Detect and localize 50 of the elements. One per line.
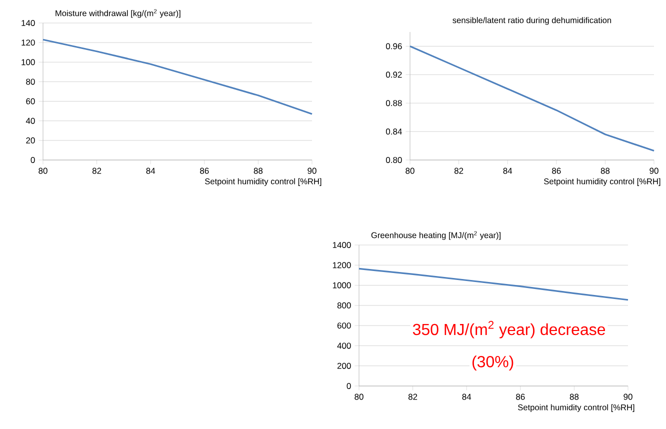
y-tick-label: 0.88	[386, 100, 402, 106]
x-axis-title: Setpoint humidity control [%RH]	[544, 178, 660, 186]
y-tick-label: 120	[22, 40, 35, 46]
x-axis-title: Setpoint humidity control [%RH]	[518, 404, 634, 412]
x-tick-label: 84	[462, 394, 472, 400]
y-tick-label: 1000	[332, 282, 351, 288]
x-tick-label: 82	[92, 168, 102, 174]
y-tick-label: 1400	[332, 242, 351, 248]
annotation: (30%)	[472, 356, 514, 370]
x-tick-label: 90	[624, 394, 632, 400]
x-tick-label: 88	[254, 168, 263, 174]
y-tick-label: 100	[22, 59, 35, 66]
y-tick-label: 0.96	[386, 43, 402, 50]
y-tick-label: 0.84	[386, 128, 402, 135]
x-tick-label: 84	[503, 168, 512, 174]
x-axis-title: Setpoint humidity control [%RH]	[205, 178, 322, 186]
x-tick-label: 82	[408, 394, 418, 400]
y-tick-label: 0.92	[386, 72, 402, 78]
annotation: 350 MJ/(m$^{2}$ year) decrease	[412, 320, 606, 338]
x-tick-label: 88	[570, 394, 579, 400]
y-tick-label: 400	[337, 342, 351, 349]
y-tick-label: 600	[337, 322, 351, 329]
x-tick-label: 86	[516, 394, 525, 400]
x-tick-label: 86	[552, 168, 561, 174]
x-tick-label: 86	[200, 168, 209, 174]
y-tick-label: 20	[26, 137, 35, 144]
y-tick-label: 0.80	[386, 156, 402, 164]
line-series	[358, 268, 629, 301]
x-tick-label: 80	[38, 168, 48, 174]
x-tick-label: 80	[354, 394, 364, 400]
x-tick-label: 88	[600, 168, 610, 174]
y-tick-label: 140	[22, 20, 35, 26]
x-tick-label: 80	[406, 168, 414, 174]
y-tick-label: 60	[26, 98, 35, 104]
line-series	[42, 38, 313, 115]
y-tick-label: 800	[337, 302, 351, 308]
line-series	[409, 45, 655, 152]
x-tick-label: 90	[308, 168, 316, 174]
chart-title: Greenhouse heating [MJ/(m$^{2}$ year)]	[371, 231, 500, 240]
x-tick-label: 90	[650, 168, 658, 174]
x-tick-label: 82	[454, 168, 464, 174]
y-tick-label: 200	[337, 362, 351, 369]
y-tick-label: 0	[346, 382, 351, 390]
y-tick-label: 80	[26, 78, 35, 85]
y-tick-label: 40	[26, 118, 35, 124]
chart-title: sensible/latent ratio during dehumidification	[452, 17, 612, 25]
x-tick-label: 84	[146, 168, 156, 174]
y-tick-label: 1200	[332, 262, 351, 268]
chart-title: Moisture withdrawal [kg/(m$^{2}$ year)]	[56, 9, 180, 18]
y-tick-label: 0	[30, 156, 35, 164]
